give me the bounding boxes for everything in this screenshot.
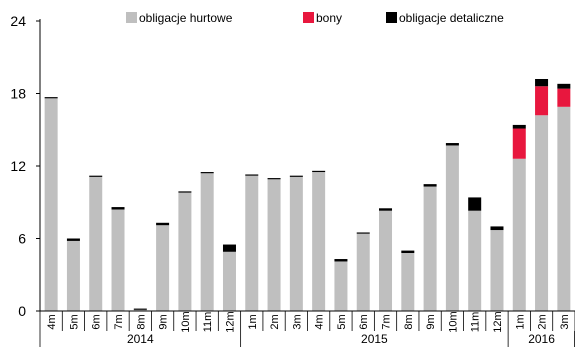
bar-obligacje-detaliczne-12m-20 (490, 226, 504, 231)
bar-obligacje-hurtowe-10m-18 (445, 145, 459, 311)
legend-swatch-obligacje-hurtowe (126, 12, 137, 23)
chart-legend: obligacje hurtowe bony obligacje detaliczn… (126, 11, 504, 25)
x-tick-label-2m-22: 2m (537, 314, 549, 329)
bar-obligacje-detaliczne-7m-3 (111, 207, 125, 210)
bar-obligacje-hurtowe-7m-3 (111, 209, 125, 311)
y-tick-label-24: 24 (10, 13, 26, 29)
bar-obligacje-detaliczne-6m-2 (89, 175, 103, 177)
year-label-2015: 2015 (361, 332, 388, 346)
bar-obligacje-detaliczne-5m-1 (66, 238, 80, 241)
x-tick-label-12m-20: 12m (492, 311, 504, 332)
bar-obligacje-detaliczne-2m-22 (535, 79, 549, 87)
bar-obligacje-detaliczne-5m-13 (334, 259, 348, 262)
bar-obligacje-hurtowe-11m-7 (200, 173, 214, 311)
x-tick-label-11m-7: 11m (202, 312, 214, 333)
bar-obligacje-hurtowe-1m-21 (512, 158, 526, 311)
x-tick-label-1m-9: 1m (247, 314, 259, 329)
x-tick-label-4m-12: 4m (314, 314, 326, 329)
bar-obligacje-hurtowe-8m-16 (401, 253, 415, 311)
x-tick-label-3m-11: 3m (291, 314, 303, 329)
y-tick-label-6: 6 (18, 231, 26, 247)
bar-obligacje-hurtowe-4m-12 (312, 172, 326, 311)
bar-obligacje-hurtowe-5m-13 (334, 261, 348, 311)
bar-obligacje-hurtowe-3m-11 (289, 176, 303, 312)
x-tick-label-8m-16: 8m (403, 314, 415, 329)
y-tick-label-0: 0 (18, 303, 26, 319)
bar-obligacje-detaliczne-4m-0 (44, 97, 58, 99)
bar-obligacje-hurtowe-5m-1 (66, 240, 80, 311)
bar-obligacje-detaliczne-10m-18 (445, 143, 459, 146)
bar-obligacje-detaliczne-9m-5 (156, 222, 170, 226)
bar-obligacje-detaliczne-3m-11 (289, 175, 303, 177)
x-tick-label-1m-21: 1m (514, 314, 526, 329)
year-label-2014: 2014 (127, 332, 154, 346)
bar-obligacje-hurtowe-6m-2 (89, 176, 103, 312)
bar-obligacje-detaliczne-6m-14 (356, 232, 370, 234)
x-tick-label-7m-3: 7m (113, 314, 125, 329)
x-tick-label-5m-13: 5m (336, 314, 348, 329)
bar-obligacje-detaliczne-12m-8 (222, 244, 236, 252)
bar-obligacje-detaliczne-1m-21 (512, 124, 526, 129)
bar-obligacje-detaliczne-10m-6 (178, 191, 192, 193)
bar-obligacje-detaliczne-11m-19 (468, 197, 482, 211)
x-tick-label-4m-0: 4m (46, 314, 58, 329)
x-tick-label-9m-17: 9m (425, 314, 437, 329)
x-tick-label-11m-19: 11m (470, 312, 482, 333)
bar-obligacje-detaliczne-8m-16 (401, 250, 415, 253)
x-tick-label-10m-6: 10m (180, 311, 192, 332)
legend-swatch-obligacje-detaliczne (386, 12, 397, 23)
bar-bony-3m-23 (557, 88, 571, 107)
bar-bony-2m-22 (535, 86, 549, 116)
x-tick-label-12m-8: 12m (224, 311, 236, 332)
x-tick-label-6m-2: 6m (91, 314, 103, 329)
x-tick-label-7m-15: 7m (381, 314, 393, 329)
bar-obligacje-hurtowe-9m-17 (423, 186, 437, 311)
bar-obligacje-hurtowe-2m-10 (267, 179, 281, 311)
x-tick-label-6m-14: 6m (358, 314, 370, 329)
bar-obligacje-hurtowe-12m-20 (490, 230, 504, 311)
bar-obligacje-hurtowe-8m-4 (133, 309, 147, 311)
year-label-2016: 2016 (528, 332, 555, 346)
bar-obligacje-detaliczne-9m-17 (423, 184, 437, 187)
legend-label-bony: bony (316, 11, 342, 25)
x-tick-label-2m-10: 2m (269, 314, 281, 329)
y-tick-label-12: 12 (10, 158, 26, 174)
chart-axes: 0 6 12 18 24 4m 5m 6m 7m 8m 9m 10m 11m 12m 1m 2m 3m 4m 5m 6… (10, 13, 575, 347)
bar-obligacje-hurtowe-12m-8 (222, 251, 236, 311)
bar-obligacje-hurtowe-6m-14 (356, 233, 370, 311)
legend-swatch-bony (303, 12, 314, 23)
x-tick-label-3m-23: 3m (559, 314, 571, 329)
bar-obligacje-hurtowe-4m-0 (44, 98, 58, 311)
bar-obligacje-detaliczne-4m-12 (312, 170, 326, 173)
legend-label-obligacje-detaliczne: obligacje detaliczne (399, 11, 504, 25)
bar-obligacje-detaliczne-2m-10 (267, 178, 281, 180)
bar-obligacje-detaliczne-7m-15 (379, 208, 393, 211)
bar-bony-1m-21 (512, 128, 526, 159)
bar-obligacje-hurtowe-2m-22 (535, 115, 549, 311)
x-tick-label-8m-4: 8m (135, 314, 147, 329)
bar-obligacje-hurtowe-7m-15 (379, 210, 393, 311)
y-tick-label-18: 18 (10, 86, 26, 102)
bar-obligacje-detaliczne-11m-7 (200, 172, 214, 174)
bar-obligacje-hurtowe-11m-19 (468, 210, 482, 311)
x-tick-label-10m-18: 10m (447, 311, 459, 332)
bar-obligacje-hurtowe-9m-5 (156, 225, 170, 311)
x-tick-label-5m-1: 5m (68, 314, 80, 329)
chart-bars (44, 79, 571, 312)
bar-obligacje-hurtowe-1m-9 (245, 175, 259, 311)
bar-obligacje-detaliczne-1m-9 (245, 174, 259, 176)
bar-obligacje-hurtowe-10m-6 (178, 192, 192, 311)
x-tick-label-9m-5: 9m (158, 314, 170, 329)
bar-obligacje-detaliczne-8m-4 (133, 308, 147, 310)
legend-label-obligacje-hurtowe: obligacje hurtowe (139, 11, 233, 25)
bar-obligacje-detaliczne-3m-23 (557, 83, 571, 89)
bar-obligacje-hurtowe-3m-23 (557, 106, 571, 311)
